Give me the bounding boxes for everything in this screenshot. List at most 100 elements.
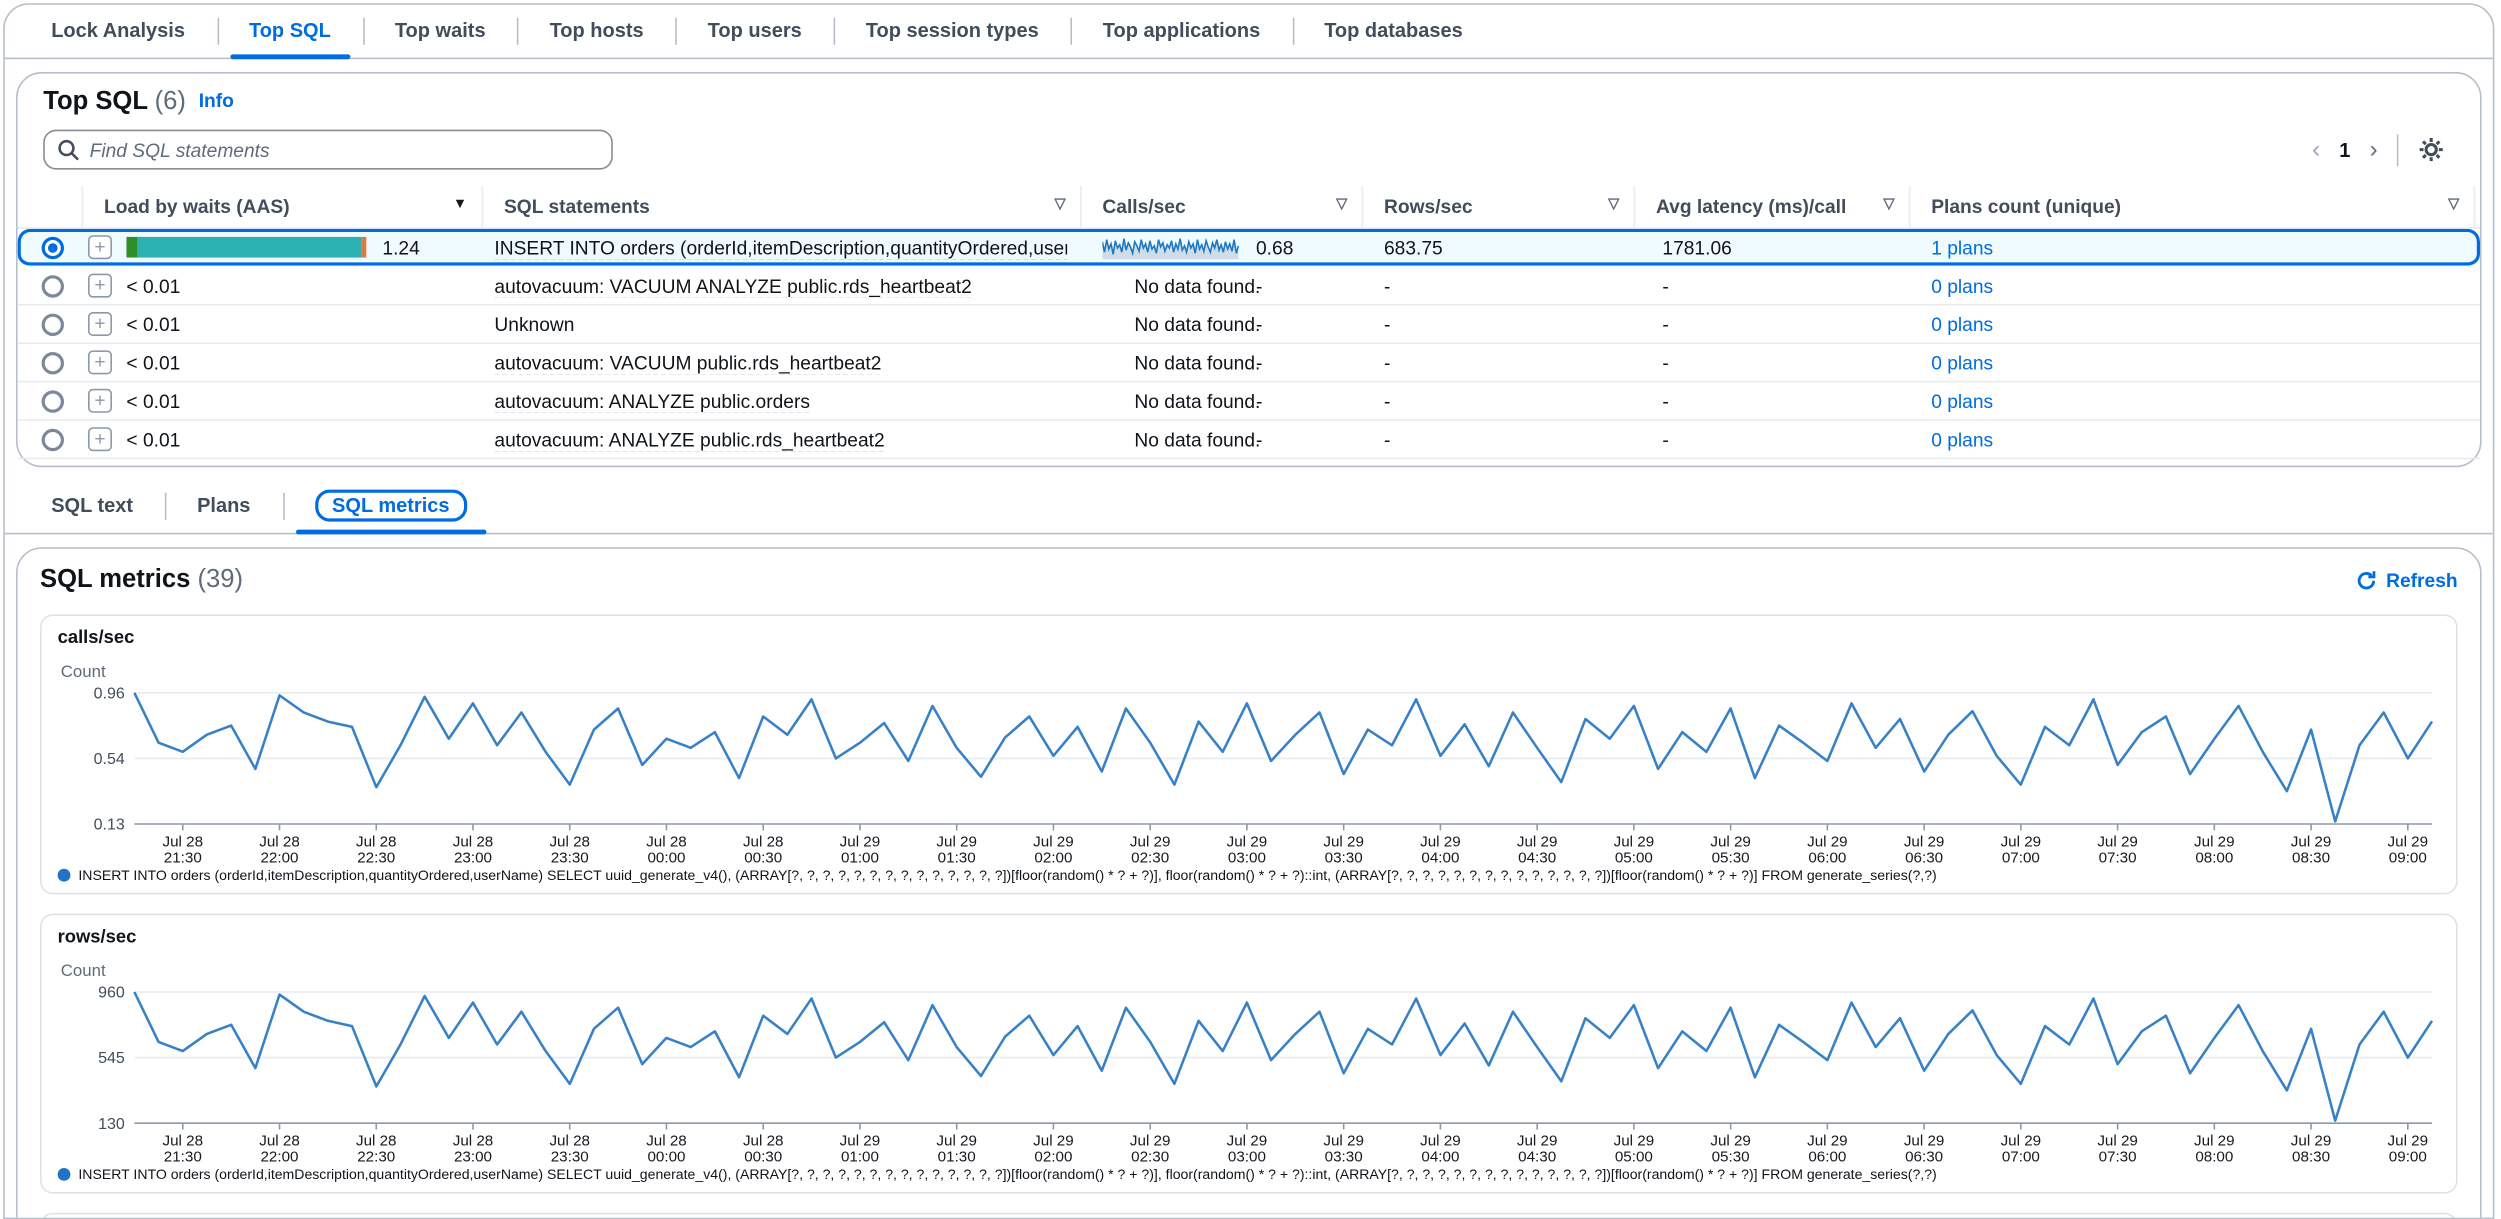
x-tick-date: Jul 28 — [259, 1133, 300, 1150]
plans-link[interactable]: 1 plans — [1931, 236, 1994, 260]
x-tick-date: Jul 29 — [2194, 833, 2235, 850]
column-header-calls-sec[interactable]: Calls/sec ▽ — [1080, 185, 1362, 228]
plans-link[interactable]: 0 plans — [1931, 313, 1994, 336]
sql-statement-link[interactable]: autovacuum: VACUUM ANALYZE public.rds_he… — [494, 275, 972, 298]
table-row[interactable]: + < 0.01 autovacuum: ANALYZE public.orders… — [17, 382, 2480, 421]
sql-search — [43, 129, 613, 170]
filter-icon[interactable]: ▽ — [1608, 195, 1620, 212]
x-tick-time: 00:00 — [647, 1149, 685, 1165]
load-bar-segment — [361, 236, 367, 258]
table-row[interactable]: + < 0.01 autovacuum: VACUUM public.rds_hea… — [17, 344, 2480, 383]
plans-link[interactable]: 0 plans — [1931, 428, 1994, 452]
tab-label: Plans — [197, 494, 251, 517]
filter-icon[interactable]: ▼ — [452, 195, 468, 212]
plans-link[interactable]: 0 plans — [1931, 390, 1994, 413]
column-label: Load by waits (AAS) — [104, 195, 290, 218]
x-tick-time: 02:00 — [1034, 1149, 1072, 1165]
tab-plans[interactable]: Plans — [165, 480, 282, 533]
calls-no-data: No data found. — [1134, 390, 1261, 413]
column-header-avg-latency-ms-call[interactable]: Avg latency (ms)/call ▽ — [1633, 185, 1909, 228]
refresh-button[interactable]: Refresh — [2356, 570, 2458, 592]
x-tick-time: 01:30 — [938, 849, 976, 865]
x-tick-date: Jul 29 — [1904, 1133, 1945, 1150]
radio-button[interactable] — [41, 352, 64, 375]
expand-toggle-icon[interactable]: + — [88, 350, 112, 375]
x-tick-date: Jul 29 — [2097, 833, 2138, 850]
expand-toggle-icon[interactable]: + — [88, 427, 112, 452]
x-tick-time: 23:00 — [454, 849, 492, 865]
x-tick-date: Jul 29 — [1420, 1133, 1461, 1150]
filter-icon[interactable]: ▽ — [2448, 195, 2460, 212]
column-header-rows-sec[interactable]: Rows/sec ▽ — [1361, 185, 1634, 228]
column-header-plans-count-unique[interactable]: Plans count (unique) ▽ — [1908, 185, 2476, 228]
prev-page-button[interactable]: ‹ — [2312, 136, 2321, 164]
y-tick-label: 960 — [98, 985, 125, 1002]
radio-button[interactable] — [41, 390, 64, 413]
table-row[interactable]: +1.24 INSERT INTO orders (orderId,itemDes… — [17, 228, 2480, 268]
tab-sql-metrics[interactable]: SQL metrics — [282, 480, 499, 535]
sql-statement-link[interactable]: Unknown — [494, 313, 575, 336]
x-tick-date: Jul 29 — [1130, 1133, 1171, 1150]
x-tick-date: Jul 28 — [646, 1133, 687, 1150]
table-row[interactable]: + < 0.01 autovacuum: ANALYZE public.rds_he… — [17, 421, 2480, 460]
x-tick-time: 23:30 — [551, 849, 589, 865]
load-value: < 0.01 — [126, 390, 181, 413]
next-page-button[interactable]: › — [2369, 136, 2378, 164]
x-tick-time: 06:00 — [1808, 849, 1846, 865]
plans-link[interactable]: 0 plans — [1931, 352, 1994, 375]
expand-toggle-icon[interactable]: + — [88, 273, 112, 298]
tab-top-waits[interactable]: Top waits — [362, 5, 518, 58]
sql-statement-link[interactable]: autovacuum: ANALYZE public.orders — [494, 390, 810, 413]
search-input[interactable] — [43, 129, 613, 170]
latency-value: - — [1662, 428, 1669, 452]
load-value: < 0.01 — [126, 428, 181, 452]
latency-value: 1781.06 — [1662, 236, 1732, 260]
x-tick-date: Jul 29 — [840, 833, 881, 850]
table-row[interactable]: + < 0.01 autovacuum: VACUUM ANALYZE public… — [17, 267, 2480, 306]
radio-button[interactable] — [41, 275, 64, 298]
sql-statement-link[interactable]: INSERT INTO orders (orderId,itemDescript… — [494, 236, 1067, 260]
top-sql-heading: Top SQL (6) Info — [43, 88, 2454, 117]
load-value: < 0.01 — [126, 313, 181, 336]
tab-top-sql[interactable]: Top SQL — [216, 5, 363, 60]
table-header-row: Load by waits (AAS) ▼ SQL statements ▽ Calls… — [17, 185, 2480, 229]
tab-lock-analysis[interactable]: Lock Analysis — [51, 19, 185, 42]
info-link[interactable]: Info — [198, 89, 234, 112]
x-tick-date: Jul 28 — [356, 833, 397, 850]
column-header-load-by-waits-aas[interactable]: Load by waits (AAS) ▼ — [81, 185, 482, 228]
chart-legend: INSERT INTO orders (orderId,itemDescript… — [57, 867, 2440, 884]
legend-text: INSERT INTO orders (orderId,itemDescript… — [78, 1166, 1937, 1183]
latency-value: - — [1662, 352, 1669, 375]
filter-icon[interactable]: ▽ — [1336, 195, 1348, 212]
calls-no-data: No data found. — [1134, 428, 1261, 452]
tab-top-databases[interactable]: Top databases — [1292, 5, 1495, 58]
expand-toggle-icon[interactable]: + — [88, 235, 112, 260]
x-tick-date: Jul 29 — [2388, 1133, 2429, 1150]
legend-text: INSERT INTO orders (orderId,itemDescript… — [78, 867, 1937, 884]
expand-toggle-icon[interactable]: + — [88, 388, 112, 413]
sql-statement-link[interactable]: autovacuum: ANALYZE public.rds_heartbeat… — [494, 428, 885, 452]
tab-sql-text[interactable]: SQL text — [19, 480, 165, 533]
page-number: 1 — [2339, 138, 2351, 161]
filter-icon[interactable]: ▽ — [1883, 195, 1895, 212]
load-bar-segment — [137, 236, 362, 258]
tab-top-session-types[interactable]: Top session types — [833, 5, 1071, 58]
settings-button[interactable] — [2418, 136, 2445, 163]
divider — [2396, 133, 2399, 166]
radio-button[interactable] — [41, 236, 64, 260]
radio-button[interactable] — [41, 313, 64, 336]
column-header-sql-statements[interactable]: SQL statements ▽ — [481, 185, 1080, 228]
top-sql-card: Top SQL (6) Info ‹ 1 › — [16, 72, 2482, 468]
radio-button[interactable] — [41, 428, 64, 452]
tab-top-users[interactable]: Top users — [675, 5, 834, 58]
load-bar-segment — [126, 236, 138, 258]
plans-link[interactable]: 0 plans — [1931, 275, 1994, 298]
sql-statement-link[interactable]: autovacuum: VACUUM public.rds_heartbeat2 — [494, 352, 882, 375]
table-row[interactable]: + < 0.01 Unknown No data found. - - -0 plans — [17, 306, 2480, 344]
expand-toggle-icon[interactable]: + — [88, 312, 112, 336]
filter-icon[interactable]: ▽ — [1054, 195, 1066, 212]
rows-sec-chart-card: rows/sec Count 960 545 130 Jul 28 21:30 Jul 28 2… — [40, 913, 2458, 1194]
tab-top-applications[interactable]: Top applications — [1070, 5, 1292, 58]
tab-top-hosts[interactable]: Top hosts — [517, 5, 676, 58]
x-tick-date: Jul 29 — [2388, 833, 2429, 850]
